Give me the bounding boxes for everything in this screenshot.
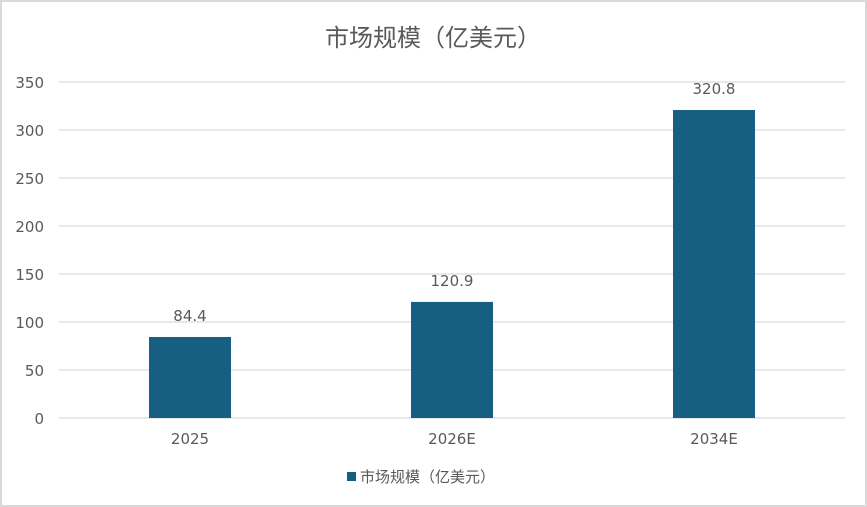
legend-label: 市场规模（亿美元） [360, 468, 495, 486]
y-tick-label: 100 [15, 314, 44, 332]
x-tick-label: 2026E [428, 430, 476, 448]
bar [149, 336, 231, 418]
chart-title: 市场规模（亿美元） [325, 24, 541, 52]
bar [673, 110, 755, 419]
y-tick-label: 300 [15, 122, 44, 140]
legend: 市场规模（亿美元） [347, 468, 495, 486]
data-label: 120.9 [431, 272, 474, 290]
y-tick-label: 200 [15, 218, 44, 236]
x-tick-label: 2025 [171, 430, 209, 448]
y-tick-label: 0 [34, 410, 44, 428]
y-tick-label: 350 [15, 74, 44, 92]
data-label: 320.8 [693, 80, 736, 98]
y-tick-label: 50 [25, 362, 44, 380]
x-tick-label: 2034E [690, 430, 738, 448]
bar [411, 301, 493, 418]
legend-swatch [347, 472, 356, 481]
data-label: 84.4 [173, 307, 206, 325]
y-tick-label: 250 [15, 170, 44, 188]
y-tick-label: 150 [15, 266, 44, 284]
